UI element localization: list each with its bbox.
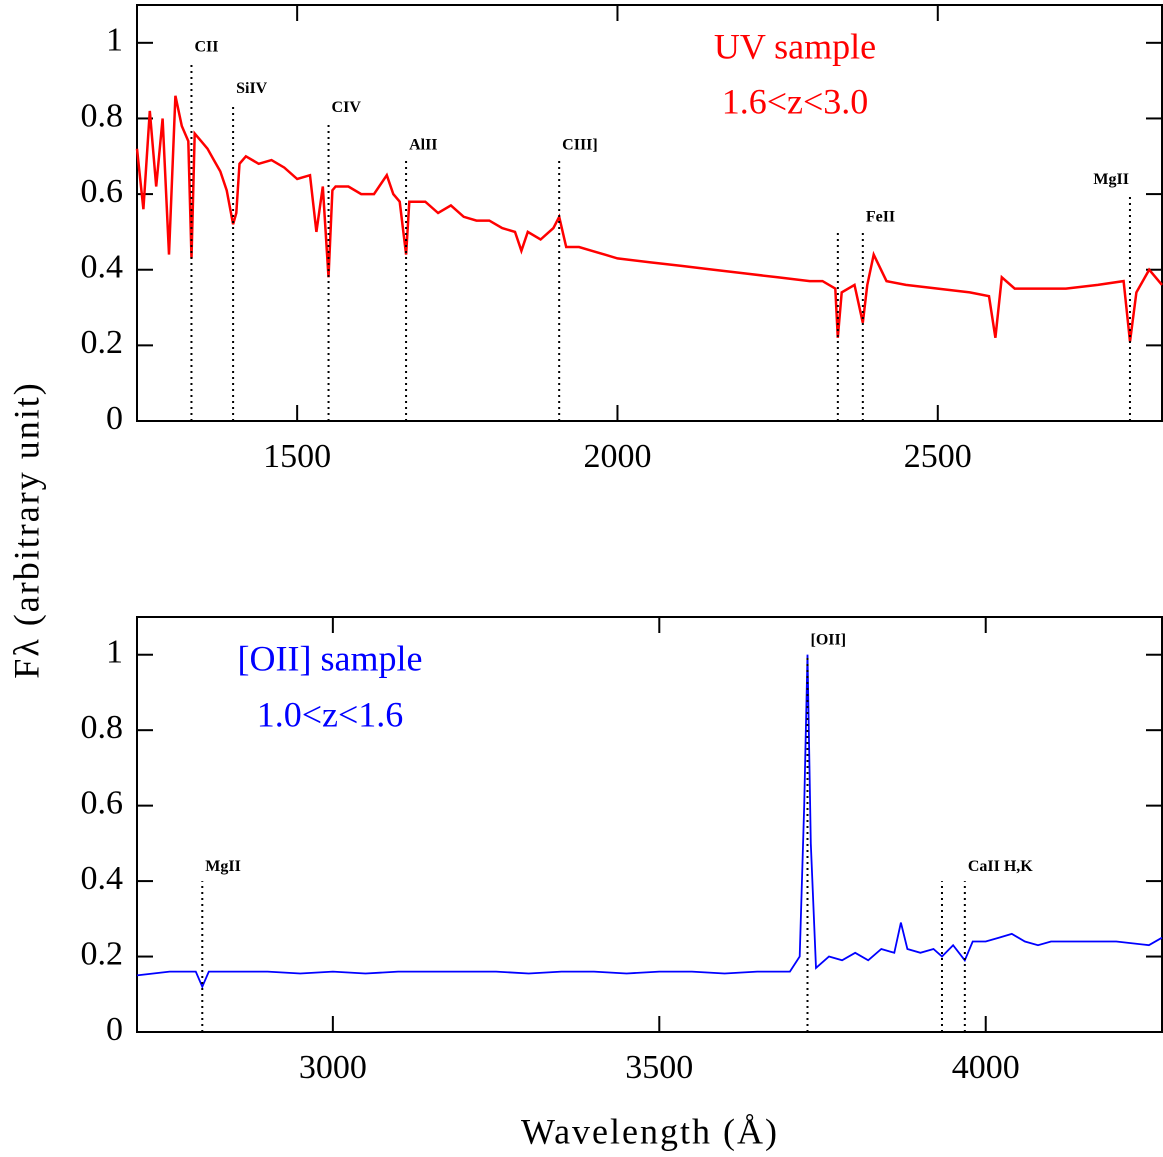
- x-axis-label: Wavelength (Å): [521, 1111, 779, 1151]
- y-tick-label: 0.2: [81, 935, 124, 972]
- x-tick-label: 2000: [583, 438, 651, 475]
- y-tick-label: 0.4: [81, 860, 124, 897]
- spectrum-line: [136, 654, 1163, 989]
- line-label: FeII: [866, 209, 895, 226]
- line-label: CaII H,K: [968, 858, 1033, 875]
- plot-frame: [136, 4, 1163, 422]
- y-tick-label: 1: [106, 634, 123, 671]
- x-tick-label: 3500: [625, 1049, 693, 1086]
- sample-note: 1.0<z<1.6: [257, 694, 404, 734]
- spectrum-line: [135, 95, 1163, 342]
- line-label: MgII: [1093, 171, 1129, 188]
- line-label: MgII: [205, 858, 241, 875]
- line-label: SiIV: [236, 80, 268, 97]
- x-tick-label: 4000: [952, 1049, 1020, 1086]
- line-label: [OII]: [810, 631, 846, 648]
- line-label: AlII: [409, 137, 437, 154]
- x-tick-label: 1500: [263, 438, 331, 475]
- y-tick-label: 0: [106, 1011, 123, 1048]
- x-tick-label: 3000: [299, 1049, 367, 1086]
- plot-frame: [136, 616, 1163, 1033]
- y-tick-label: 1: [106, 22, 123, 59]
- x-tick-label: 2500: [904, 438, 972, 475]
- y-tick-label: 0.4: [81, 249, 124, 286]
- y-tick-label: 0.2: [81, 324, 124, 361]
- line-label: CIV: [332, 99, 362, 116]
- sample-note: 1.6<z<3.0: [722, 81, 869, 121]
- y-tick-label: 0.6: [81, 173, 124, 210]
- y-tick-label: 0.6: [81, 784, 124, 821]
- y-tick-label: 0.8: [81, 97, 124, 134]
- y-tick-label: 0: [106, 400, 123, 437]
- sample-note: [OII] sample: [238, 638, 423, 678]
- y-axis-label: Fλ (arbitrary unit): [6, 381, 46, 678]
- line-label: CII: [194, 38, 218, 55]
- y-tick-label: 0.8: [81, 709, 124, 746]
- line-label: CIII]: [562, 137, 598, 154]
- sample-note: UV sample: [714, 26, 876, 66]
